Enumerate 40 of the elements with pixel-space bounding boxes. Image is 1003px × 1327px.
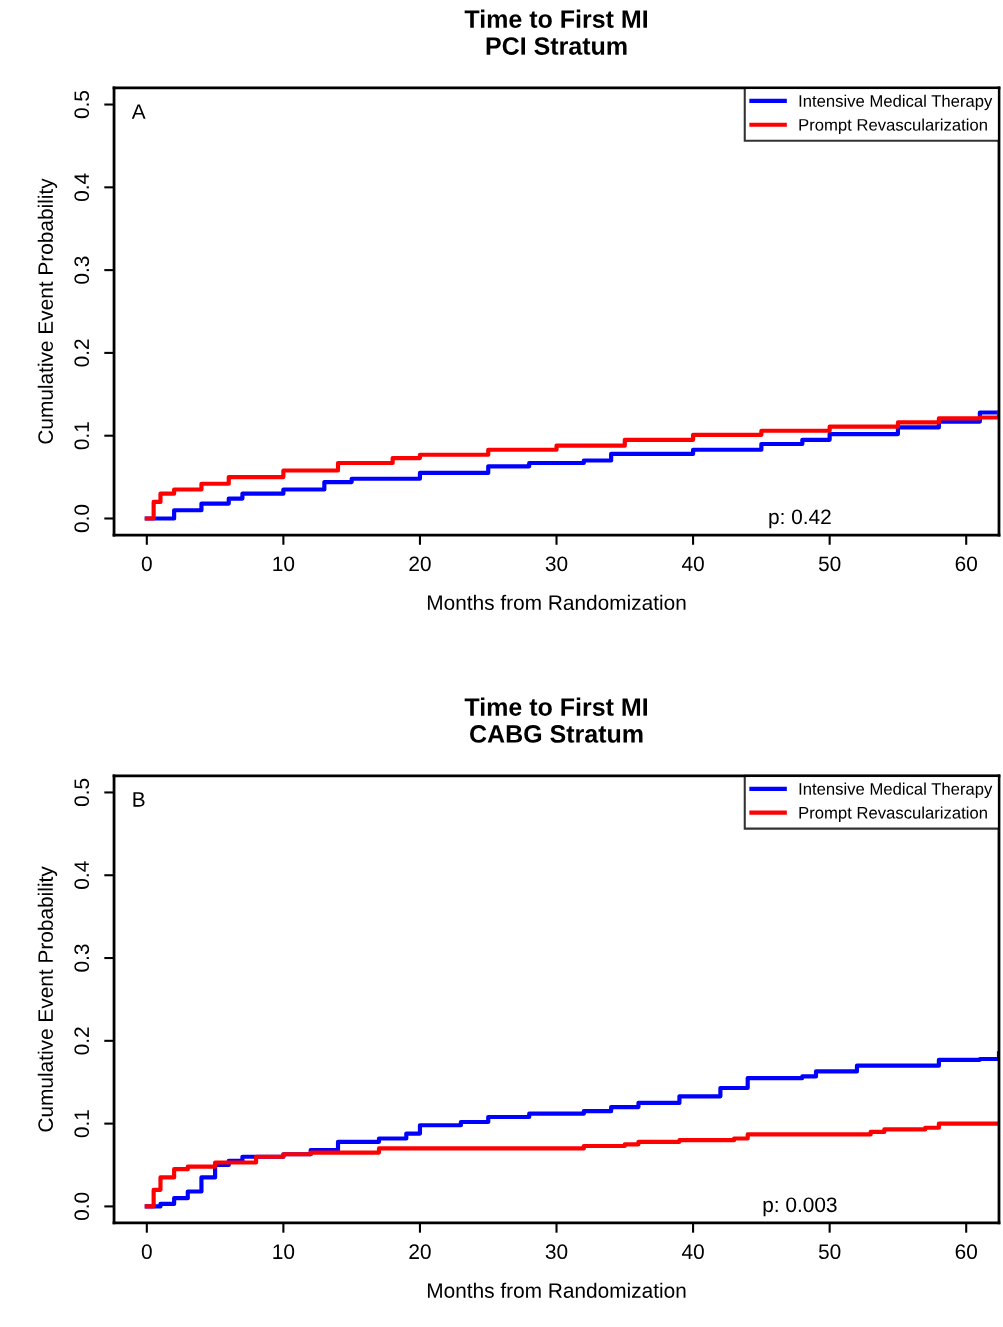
- legend-label: Prompt Revascularization: [799, 806, 987, 822]
- y-axis-title: Cumulative Event Probability: [37, 866, 58, 1132]
- y-tick-label: 0.4: [74, 173, 90, 201]
- x-tick-label: 10: [273, 1244, 295, 1260]
- annotation: p: 0.003: [763, 1197, 837, 1217]
- x-tick-label: 40: [681, 556, 704, 572]
- y-tick-label: 0.0: [74, 504, 90, 533]
- legend-label: Prompt Revascularization: [799, 118, 987, 135]
- y-tick-label: 0.0: [74, 1192, 90, 1221]
- annotation: A: [131, 104, 146, 119]
- x-tick-label: 20: [409, 1244, 431, 1260]
- x-tick-label: 20: [409, 556, 431, 572]
- y-tick-label: 0.5: [74, 778, 90, 807]
- annotation: B: [133, 792, 145, 807]
- legend-label: Intensive Medical Therapy: [799, 782, 993, 799]
- y-tick-label: 0.1: [74, 1110, 90, 1138]
- chart-title: Time to First MI PCI Stratum: [464, 9, 647, 55]
- annotation: p: 0.42: [769, 509, 831, 529]
- x-axis-title: Months from Randomization: [427, 1282, 686, 1298]
- x-tick-label: 30: [545, 556, 568, 572]
- x-tick-label: 60: [955, 556, 977, 572]
- chart-title: Time to First MI CABG Stratum: [464, 697, 647, 743]
- x-tick-label: 0: [141, 556, 152, 572]
- y-tick-label: 0.3: [74, 256, 90, 284]
- x-tick-label: 10: [273, 556, 295, 572]
- x-tick-label: 60: [955, 1244, 977, 1260]
- x-tick-label: 0: [141, 1244, 152, 1260]
- x-tick-label: 50: [818, 556, 841, 572]
- x-axis-title: Months from Randomization: [427, 594, 686, 611]
- y-axis-title: Cumulative Event Probability: [37, 178, 58, 444]
- y-tick-label: 0.4: [74, 861, 90, 889]
- y-tick-label: 0.5: [74, 90, 90, 119]
- y-tick-label: 0.2: [74, 339, 90, 367]
- y-tick-label: 0.2: [74, 1027, 90, 1055]
- x-tick-label: 30: [545, 1244, 568, 1260]
- x-tick-label: 50: [818, 1244, 841, 1260]
- y-tick-label: 0.3: [74, 944, 90, 972]
- y-tick-label: 0.1: [74, 422, 90, 450]
- x-tick-label: 40: [681, 1244, 704, 1260]
- legend-label: Intensive Medical Therapy: [799, 94, 993, 111]
